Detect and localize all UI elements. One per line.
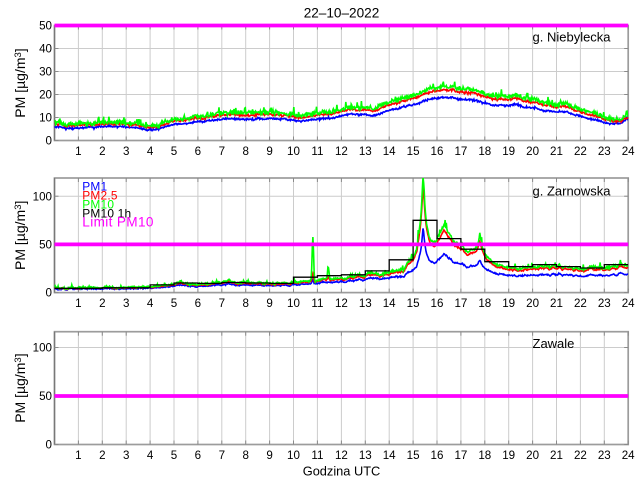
svg-text:7: 7 <box>219 449 225 462</box>
svg-text:20: 20 <box>526 297 539 310</box>
svg-text:10: 10 <box>287 297 300 310</box>
svg-text:17: 17 <box>454 297 467 310</box>
svg-text:23: 23 <box>598 297 611 310</box>
svg-text:4: 4 <box>147 145 154 158</box>
svg-text:10: 10 <box>39 112 52 125</box>
svg-text:24: 24 <box>622 449 635 462</box>
svg-text:4: 4 <box>147 449 154 462</box>
svg-text:2: 2 <box>99 145 105 158</box>
svg-text:21: 21 <box>550 297 563 310</box>
svg-text:g. Zarnowska: g. Zarnowska <box>533 183 612 198</box>
svg-text:18: 18 <box>478 449 491 462</box>
svg-text:16: 16 <box>431 297 444 310</box>
svg-text:1: 1 <box>75 297 81 310</box>
svg-text:11: 11 <box>311 297 323 310</box>
svg-text:2: 2 <box>99 449 105 462</box>
svg-text:19: 19 <box>502 297 515 310</box>
svg-text:20: 20 <box>526 449 539 462</box>
svg-text:12: 12 <box>335 297 348 310</box>
svg-text:5: 5 <box>171 297 177 310</box>
svg-text:8: 8 <box>242 449 248 462</box>
svg-text:12: 12 <box>335 145 348 158</box>
svg-text:23: 23 <box>598 145 611 158</box>
svg-text:PM [µg/m3]: PM [µg/m3] <box>12 353 28 422</box>
svg-text:9: 9 <box>266 297 272 310</box>
svg-text:14: 14 <box>383 449 396 462</box>
svg-text:3: 3 <box>123 297 129 310</box>
svg-text:Zawale: Zawale <box>533 336 575 351</box>
svg-text:50: 50 <box>39 20 52 33</box>
svg-text:4: 4 <box>147 297 154 310</box>
svg-text:16: 16 <box>431 145 444 158</box>
svg-text:Limit PM10: Limit PM10 <box>82 214 154 229</box>
svg-text:5: 5 <box>171 449 177 462</box>
svg-text:15: 15 <box>407 145 420 158</box>
svg-text:22–10–2022: 22–10–2022 <box>304 6 380 21</box>
svg-text:8: 8 <box>242 145 248 158</box>
svg-text:0: 0 <box>46 287 52 300</box>
svg-text:50: 50 <box>39 239 52 252</box>
svg-text:PM [µg/m3]: PM [µg/m3] <box>12 48 28 117</box>
svg-text:30: 30 <box>39 66 52 79</box>
svg-text:23: 23 <box>598 449 611 462</box>
svg-text:40: 40 <box>39 43 52 56</box>
svg-text:19: 19 <box>502 449 515 462</box>
svg-text:20: 20 <box>39 89 52 102</box>
svg-text:1: 1 <box>75 145 81 158</box>
svg-text:50: 50 <box>39 390 52 403</box>
svg-text:PM1: PM1 <box>82 180 107 194</box>
svg-text:9: 9 <box>266 145 272 158</box>
svg-text:21: 21 <box>550 449 563 462</box>
svg-text:15: 15 <box>407 449 420 462</box>
svg-text:12: 12 <box>335 449 348 462</box>
svg-text:22: 22 <box>574 297 587 310</box>
svg-text:19: 19 <box>502 145 515 158</box>
svg-text:13: 13 <box>359 449 372 462</box>
svg-text:1: 1 <box>75 449 81 462</box>
svg-text:100: 100 <box>33 342 52 355</box>
svg-text:PM10 1h: PM10 1h <box>82 207 131 221</box>
svg-text:13: 13 <box>359 145 372 158</box>
svg-text:6: 6 <box>195 449 201 462</box>
svg-text:8: 8 <box>242 297 248 310</box>
svg-text:18: 18 <box>478 145 491 158</box>
svg-text:14: 14 <box>383 145 396 158</box>
svg-text:PM10: PM10 <box>82 198 114 212</box>
svg-text:2: 2 <box>99 297 105 310</box>
svg-text:PM [µg/m3]: PM [µg/m3] <box>12 201 28 270</box>
svg-text:24: 24 <box>622 297 635 310</box>
svg-text:22: 22 <box>574 145 587 158</box>
svg-text:3: 3 <box>123 449 129 462</box>
svg-text:7: 7 <box>219 145 225 158</box>
svg-text:17: 17 <box>454 145 467 158</box>
svg-text:17: 17 <box>454 449 467 462</box>
svg-text:Godzina UTC: Godzina UTC <box>303 464 381 479</box>
svg-text:20: 20 <box>526 145 539 158</box>
svg-text:9: 9 <box>266 449 272 462</box>
svg-text:6: 6 <box>195 297 201 310</box>
svg-text:PM2.5: PM2.5 <box>82 189 118 203</box>
svg-text:10: 10 <box>287 449 300 462</box>
svg-text:18: 18 <box>478 297 491 310</box>
svg-text:21: 21 <box>550 145 563 158</box>
svg-text:3: 3 <box>123 145 129 158</box>
svg-text:10: 10 <box>287 145 300 158</box>
svg-text:16: 16 <box>431 449 444 462</box>
svg-text:24: 24 <box>622 145 635 158</box>
svg-text:0: 0 <box>46 135 52 148</box>
svg-text:0: 0 <box>46 439 52 452</box>
svg-text:11: 11 <box>311 449 323 462</box>
svg-text:7: 7 <box>219 297 225 310</box>
svg-text:6: 6 <box>195 145 201 158</box>
svg-text:11: 11 <box>311 145 323 158</box>
svg-text:g. Niebylecka: g. Niebylecka <box>533 29 612 44</box>
svg-text:13: 13 <box>359 297 372 310</box>
svg-text:22: 22 <box>574 449 587 462</box>
svg-text:100: 100 <box>33 190 52 203</box>
svg-text:14: 14 <box>383 297 396 310</box>
svg-text:5: 5 <box>171 145 177 158</box>
svg-text:15: 15 <box>407 297 420 310</box>
